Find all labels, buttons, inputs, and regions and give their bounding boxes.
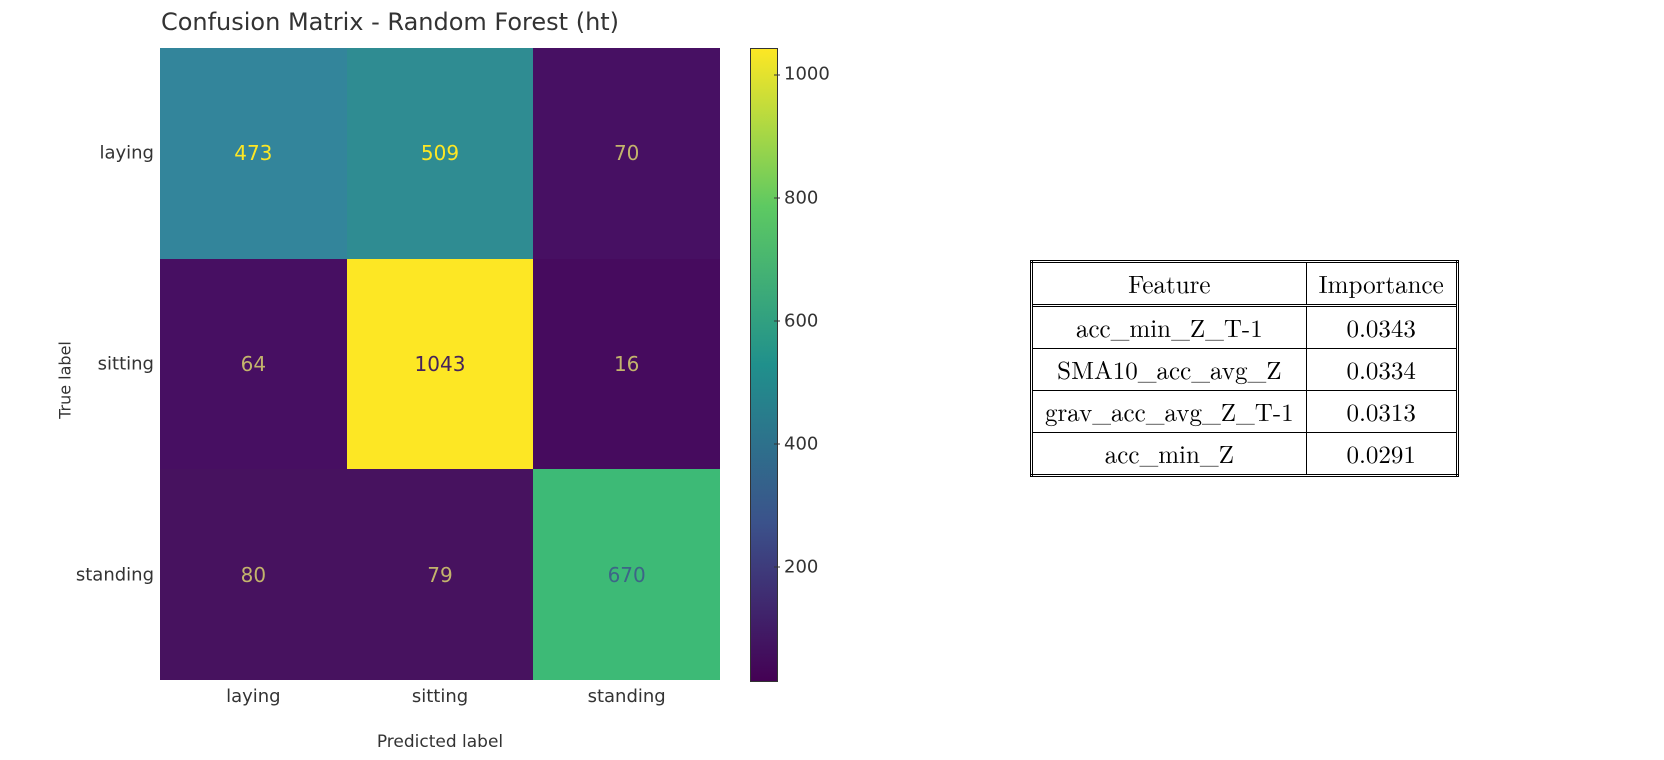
colorbar-tick-label: 200: [784, 556, 818, 577]
table-cell-feature: grav_acc_avg_Z_T-1: [1032, 391, 1307, 433]
table-cell-importance: 0.0313: [1306, 391, 1457, 433]
matrix-cell: 473: [160, 48, 347, 259]
matrix-cell: 670: [533, 469, 720, 680]
y-tick-label: sitting: [98, 354, 154, 375]
table-cell-feature: SMA10_acc_avg_Z: [1032, 349, 1307, 391]
colorbar-gradient: [750, 48, 778, 682]
y-tick-label: laying: [99, 143, 154, 164]
x-tick-label: sitting: [412, 686, 468, 707]
table-cell-importance: 0.0343: [1306, 306, 1457, 349]
matrix-cell: 70: [533, 48, 720, 259]
table-header-feature: Feature: [1032, 262, 1307, 306]
table-header-importance: Importance: [1306, 262, 1457, 306]
colorbar-tick-label: 800: [784, 187, 818, 208]
table-row: SMA10_acc_avg_Z0.0334: [1032, 349, 1458, 391]
feature-importance-table: Feature Importance acc_min_Z_T-10.0343SM…: [1030, 260, 1459, 477]
y-tick-label: standing: [76, 564, 154, 585]
x-tick-label: standing: [588, 686, 666, 707]
colorbar-tick-label: 600: [784, 310, 818, 331]
table-cell-importance: 0.0291: [1306, 433, 1457, 476]
colorbar-tick-label: 1000: [784, 64, 830, 85]
matrix-cell: 1043: [347, 259, 534, 470]
matrix-cell: 79: [347, 469, 534, 680]
colorbar-tick-label: 400: [784, 433, 818, 454]
confusion-matrix-grid: 47350970 64104316 8079670: [160, 48, 720, 680]
colorbar: 2004006008001000: [750, 48, 776, 680]
table-cell-importance: 0.0334: [1306, 349, 1457, 391]
x-axis-label: Predicted label: [160, 732, 720, 752]
table-row: acc_min_Z_T-10.0343: [1032, 306, 1458, 349]
table-header-row: Feature Importance: [1032, 262, 1458, 306]
x-tick-label: laying: [226, 686, 281, 707]
table-cell-feature: acc_min_Z: [1032, 433, 1307, 476]
matrix-cell: 64: [160, 259, 347, 470]
chart-title: Confusion Matrix - Random Forest (ht): [30, 8, 750, 36]
confusion-matrix-figure: Confusion Matrix - Random Forest (ht) Tr…: [30, 0, 860, 760]
matrix-cell: 16: [533, 259, 720, 470]
matrix-cell: 509: [347, 48, 534, 259]
matrix-cell: 80: [160, 469, 347, 680]
table-cell-feature: acc_min_Z_T-1: [1032, 306, 1307, 349]
y-axis-label: True label: [55, 341, 74, 419]
table-row: grav_acc_avg_Z_T-10.0313: [1032, 391, 1458, 433]
table-row: acc_min_Z0.0291: [1032, 433, 1458, 476]
